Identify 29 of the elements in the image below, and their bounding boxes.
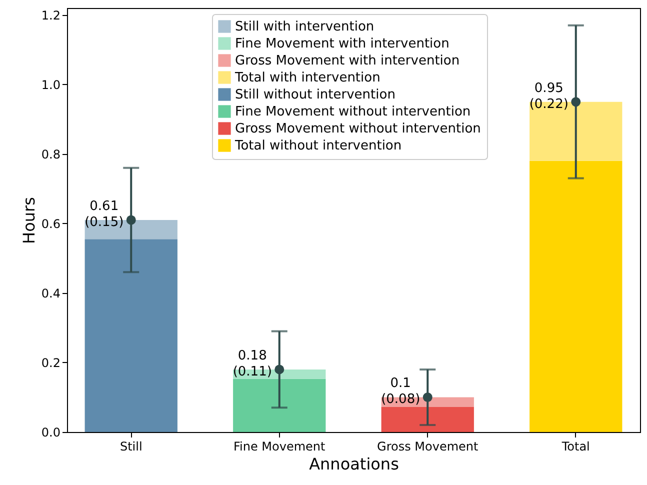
legend-label: Gross Movement without intervention [235, 122, 481, 136]
y-tick-label: 0.4 [41, 286, 60, 300]
y-tick-label: 0.2 [41, 356, 60, 370]
x-tick-label: Still [120, 440, 142, 454]
x-tick-label: Total [560, 440, 590, 454]
y-axis-title: Hours [19, 197, 38, 244]
y-tick-label: 0.8 [41, 147, 60, 162]
x-axis-title: Annoations [309, 454, 399, 474]
point [571, 97, 581, 107]
data-label: 0.1 (0.08) [381, 376, 420, 408]
x-tick-label: Fine Movement [234, 440, 326, 454]
legend-label: Fine Movement without intervention [235, 104, 471, 120]
data-label: 0.95 (0.22) [529, 80, 568, 112]
data-label: 0.18 (0.11) [232, 348, 272, 380]
legend-label: Total without intervention [234, 138, 402, 154]
y-tick-label: 0.0 [41, 426, 60, 440]
legend-label: Total with intervention [234, 70, 380, 86]
point [126, 215, 136, 225]
y-tick-label: 0.6 [41, 216, 60, 231]
legend-label: Fine Movement with intervention [235, 36, 450, 52]
x-tick-label: Gross Movement [377, 440, 479, 454]
point [422, 392, 432, 402]
data-label: 0.61 (0.15) [84, 199, 124, 230]
y-tick-label: 1.2 [41, 8, 60, 22]
legend-label: Gross Movement with intervention [235, 54, 460, 68]
y-tick-label: 1.0 [41, 78, 60, 92]
legend-label: Still without intervention [235, 88, 396, 102]
legend-label: Still with intervention [235, 20, 374, 34]
point [274, 364, 284, 374]
